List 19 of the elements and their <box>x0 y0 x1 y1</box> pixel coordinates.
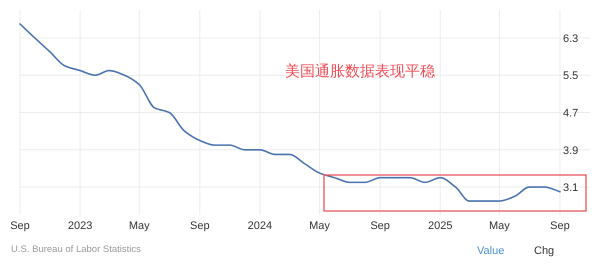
x-tick-label: May <box>128 220 150 232</box>
x-tick-label: Sep <box>10 220 30 232</box>
x-tick-label: 2025 <box>428 220 452 232</box>
text: Chg <box>534 245 554 257</box>
x-tick-label: Sep <box>370 220 390 232</box>
y-tick-label: 6.3 <box>563 32 578 45</box>
x-tick-label: Sep <box>550 220 570 232</box>
x-tick-label: May <box>488 220 510 232</box>
text: U.S. Bureau of Labor Statistics <box>11 244 142 255</box>
y-tick-label: 4.7 <box>563 108 578 120</box>
y-tick-label: 3.1 <box>563 182 578 194</box>
y-tick-label: 3.9 <box>563 144 578 157</box>
x-tick-label: 2024 <box>248 220 272 232</box>
text: Value <box>477 245 504 257</box>
x-tick-label: Sep <box>190 220 210 232</box>
x-tick-label: 2023 <box>68 220 92 232</box>
x-tick-label: May <box>309 220 330 232</box>
y-tick-label: 5.5 <box>563 70 578 82</box>
annotation: 美国通胀数据表现平稳 <box>285 63 435 80</box>
